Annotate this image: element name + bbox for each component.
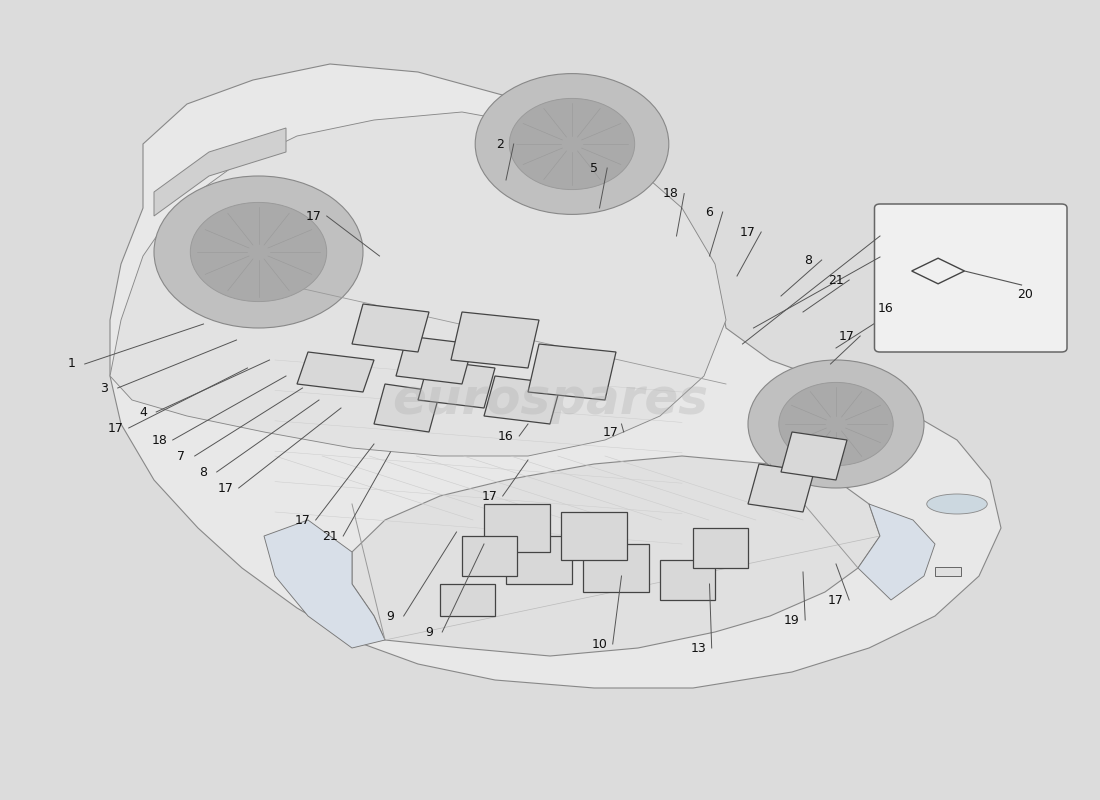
Text: 8: 8 xyxy=(804,254,813,266)
Polygon shape xyxy=(110,112,726,456)
Text: 1: 1 xyxy=(67,358,76,370)
Text: 18: 18 xyxy=(152,434,167,446)
Polygon shape xyxy=(451,312,539,368)
Text: 6: 6 xyxy=(705,206,714,218)
Polygon shape xyxy=(154,128,286,216)
Polygon shape xyxy=(264,520,385,648)
Text: 17: 17 xyxy=(603,426,618,438)
FancyBboxPatch shape xyxy=(874,204,1067,352)
Text: 5: 5 xyxy=(590,162,598,174)
Text: 13: 13 xyxy=(691,642,706,654)
Text: 17: 17 xyxy=(108,422,123,434)
Circle shape xyxy=(190,202,327,302)
Polygon shape xyxy=(352,304,429,352)
Text: 17: 17 xyxy=(295,514,310,526)
Ellipse shape xyxy=(926,494,988,514)
Polygon shape xyxy=(660,560,715,600)
Circle shape xyxy=(748,360,924,488)
Polygon shape xyxy=(440,584,495,616)
Polygon shape xyxy=(506,536,572,584)
Text: 16: 16 xyxy=(498,430,514,442)
Text: 21: 21 xyxy=(828,274,844,286)
Text: 7: 7 xyxy=(177,450,186,462)
Polygon shape xyxy=(484,504,550,552)
Text: 3: 3 xyxy=(100,382,109,394)
Text: eurospares: eurospares xyxy=(392,376,708,424)
Polygon shape xyxy=(858,504,935,600)
Text: 16: 16 xyxy=(878,302,893,314)
Text: 17: 17 xyxy=(218,482,233,494)
Polygon shape xyxy=(396,336,473,384)
Text: 10: 10 xyxy=(592,638,607,650)
Polygon shape xyxy=(462,536,517,576)
Text: 9: 9 xyxy=(425,626,433,638)
Circle shape xyxy=(779,382,893,466)
Text: 9: 9 xyxy=(386,610,395,622)
Text: 17: 17 xyxy=(740,226,756,238)
Polygon shape xyxy=(693,528,748,568)
Text: 20: 20 xyxy=(1018,288,1033,302)
Polygon shape xyxy=(374,384,440,432)
Text: 19: 19 xyxy=(784,614,800,626)
Text: 17: 17 xyxy=(839,330,855,342)
Polygon shape xyxy=(748,464,814,512)
Polygon shape xyxy=(484,376,561,424)
Polygon shape xyxy=(418,360,495,408)
Text: 4: 4 xyxy=(139,406,147,418)
Text: 17: 17 xyxy=(482,490,497,502)
Polygon shape xyxy=(297,352,374,392)
Polygon shape xyxy=(528,344,616,400)
Polygon shape xyxy=(781,432,847,480)
Text: 17: 17 xyxy=(306,210,321,222)
Circle shape xyxy=(154,176,363,328)
Circle shape xyxy=(509,98,635,190)
Text: 2: 2 xyxy=(496,138,505,150)
Polygon shape xyxy=(110,64,1001,688)
Text: 21: 21 xyxy=(322,530,338,542)
Text: 17: 17 xyxy=(828,594,844,606)
Polygon shape xyxy=(583,544,649,592)
FancyBboxPatch shape xyxy=(935,567,961,576)
Text: 18: 18 xyxy=(663,187,679,200)
Text: 8: 8 xyxy=(199,466,208,478)
Polygon shape xyxy=(352,456,880,656)
Polygon shape xyxy=(561,512,627,560)
Circle shape xyxy=(475,74,669,214)
